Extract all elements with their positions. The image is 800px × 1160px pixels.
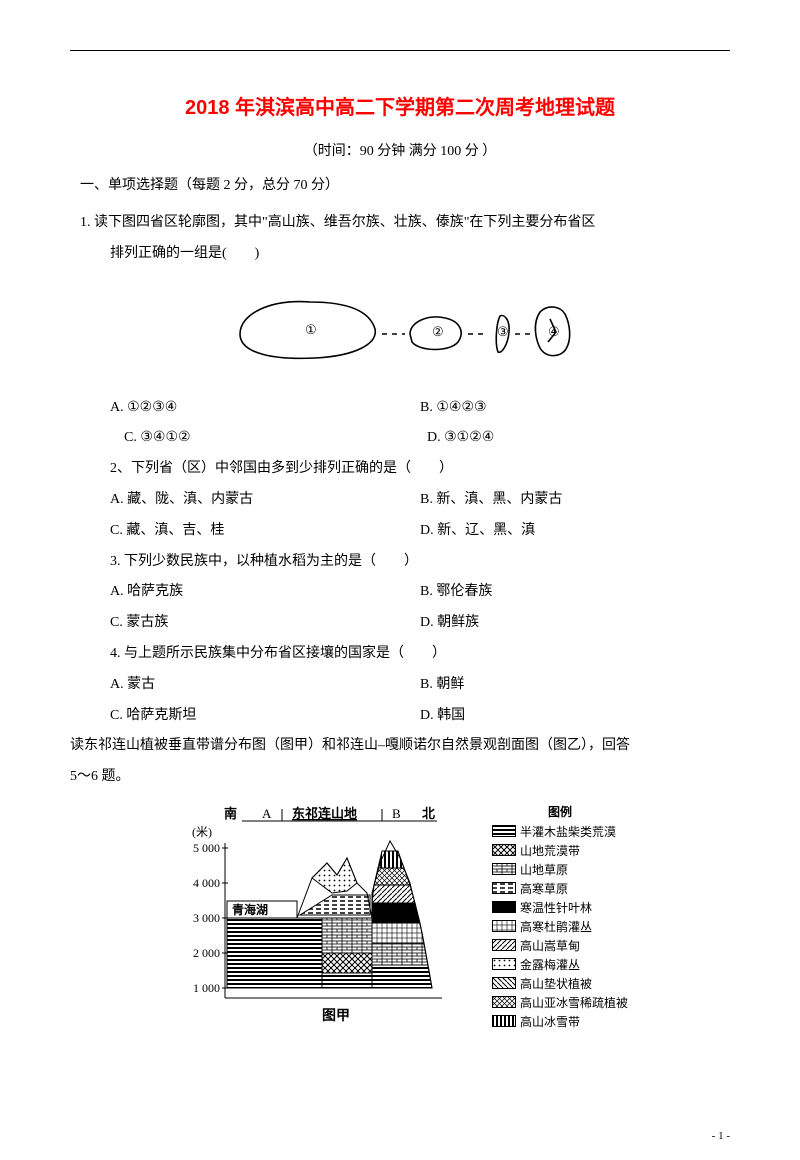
q2-opt-a: A. 藏、陇、滇、内蒙古: [110, 485, 420, 516]
q1-stem-line1: 1. 读下图四省区轮廓图，其中"高山族、维吾尔族、壮族、傣族"在下列主要分布省区: [80, 208, 730, 239]
q1-options: A. ①②③④ B. ①④②③ C. ③④①② D. ③①②④: [110, 393, 730, 455]
q4-stem: 4. 与上题所示民族集中分布省区接壤的国家是（ ）: [110, 639, 730, 670]
legend-label: 高山嵩草甸: [520, 937, 580, 954]
chart-mid-title: 东祁连山地: [292, 806, 357, 821]
legend-item: 半灌木盐柴类荒漠: [492, 823, 628, 840]
legend-label: 金露梅灌丛: [520, 956, 580, 973]
legend-item: 金露梅灌丛: [492, 956, 628, 973]
q2-options: A. 藏、陇、滇、内蒙古 B. 新、滇、黑、内蒙古 C. 藏、滇、吉、桂 D. …: [110, 485, 730, 547]
legend: 图例 半灌木盐柴类荒漠山地荒漠带山地草原高寒草原寒温性针叶林高寒杜鹃灌丛高山嵩草…: [492, 803, 628, 1032]
legend-label: 半灌木盐柴类荒漠: [520, 823, 616, 840]
q2-opt-b: B. 新、滇、黑、内蒙古: [420, 485, 730, 516]
legend-label: 高寒杜鹃灌丛: [520, 918, 592, 935]
q1-figure: ① ② ③ ④: [70, 284, 730, 379]
legend-item: 寒温性针叶林: [492, 899, 628, 916]
q3-opt-b: B. 鄂伦春族: [420, 577, 730, 608]
q3-options: A. 哈萨克族 B. 鄂伦春族 C. 蒙古族 D. 朝鲜族: [110, 577, 730, 639]
legend-item: 高寒杜鹃灌丛: [492, 918, 628, 935]
legend-label: 山地荒漠带: [520, 842, 580, 859]
legend-item: 高山垫状植被: [492, 975, 628, 992]
svg-text:2 000: 2 000: [193, 946, 220, 960]
svg-text:1 000: 1 000: [193, 981, 220, 995]
page-title: 2018 年淇滨高中高二下学期第二次周考地理试题: [70, 91, 730, 120]
q2-stem: 2、下列省（区）中邻国由多到少排列正确的是（ ）: [110, 454, 730, 485]
q1-opt-a: A. ①②③④: [110, 393, 420, 424]
q1-stem-line2: 排列正确的一组是( ): [110, 239, 730, 270]
legend-label: 高山冰雪带: [520, 1013, 580, 1030]
chart-label-a: A: [262, 806, 272, 821]
chart-figure: 南 A 东祁连山地 B 北 (米) 5 000 4 000 3 000 2 00…: [70, 803, 730, 1033]
legend-item: 山地荒漠带: [492, 842, 628, 859]
svg-text:4 000: 4 000: [193, 876, 220, 890]
q4-opt-b: B. 朝鲜: [420, 670, 730, 701]
q3-stem: 3. 下列少数民族中，以种植水稻为主的是（ ）: [110, 547, 730, 578]
chart-yticks: 5 000 4 000 3 000 2 000 1 000: [193, 841, 220, 995]
chart-south: 南: [224, 806, 237, 821]
svg-text:④: ④: [548, 324, 560, 339]
passage-line1: 读东祁连山植被垂直带谱分布图（图甲）和祁连山–嘎顺诺尔自然景观剖面图（图乙），回…: [70, 731, 730, 762]
legend-title: 图例: [492, 803, 628, 820]
q1-opt-b: B. ①④②③: [420, 393, 730, 424]
legend-label: 高山垫状植被: [520, 975, 592, 992]
chart-label-b: B: [392, 806, 401, 821]
q3-opt-c: C. 蒙古族: [110, 608, 420, 639]
legend-label: 山地草原: [520, 861, 568, 878]
q1-opt-c: C. ③④①②: [110, 423, 427, 454]
svg-text:③: ③: [497, 324, 509, 339]
q4-opt-d: D. 韩国: [420, 701, 730, 732]
passage-line2: 5～6 题。: [70, 762, 730, 793]
chart-ylabel: (米): [192, 825, 212, 839]
legend-item: 山地草原: [492, 861, 628, 878]
lake-label: 青海湖: [232, 902, 268, 917]
chart-caption: 图甲: [322, 1008, 350, 1024]
legend-item: 高山嵩草甸: [492, 937, 628, 954]
section-heading: 一、单项选择题（每题 2 分，总分 70 分）: [80, 174, 730, 194]
q2-opt-c: C. 藏、滇、吉、桂: [110, 516, 420, 547]
q2-opt-d: D. 新、辽、黑、滇: [420, 516, 730, 547]
chart-svg: 南 A 东祁连山地 B 北 (米) 5 000 4 000 3 000 2 00…: [172, 803, 472, 1033]
legend-item: 高山亚冰雪稀疏植被: [492, 994, 628, 1011]
svg-text:3 000: 3 000: [193, 911, 220, 925]
legend-item: 高寒草原: [492, 880, 628, 897]
q4-opt-c: C. 哈萨克斯坦: [110, 701, 420, 732]
top-rule: [70, 50, 730, 51]
svg-text:②: ②: [432, 324, 444, 339]
chart-north: 北: [422, 806, 435, 821]
q4-options: A. 蒙古 B. 朝鲜 C. 哈萨克斯坦 D. 韩国: [110, 670, 730, 732]
svg-text:①: ①: [305, 322, 317, 337]
q3-opt-d: D. 朝鲜族: [420, 608, 730, 639]
exam-meta: （时间：90 分钟 满分 100 分 ）: [70, 140, 730, 160]
legend-item: 高山冰雪带: [492, 1013, 628, 1030]
legend-label: 高山亚冰雪稀疏植被: [520, 994, 628, 1011]
q1-opt-d: D. ③①②④: [427, 423, 730, 454]
q4-opt-a: A. 蒙古: [110, 670, 420, 701]
legend-label: 寒温性针叶林: [520, 899, 592, 916]
q3-opt-a: A. 哈萨克族: [110, 577, 420, 608]
legend-label: 高寒草原: [520, 880, 568, 897]
svg-text:5 000: 5 000: [193, 841, 220, 855]
